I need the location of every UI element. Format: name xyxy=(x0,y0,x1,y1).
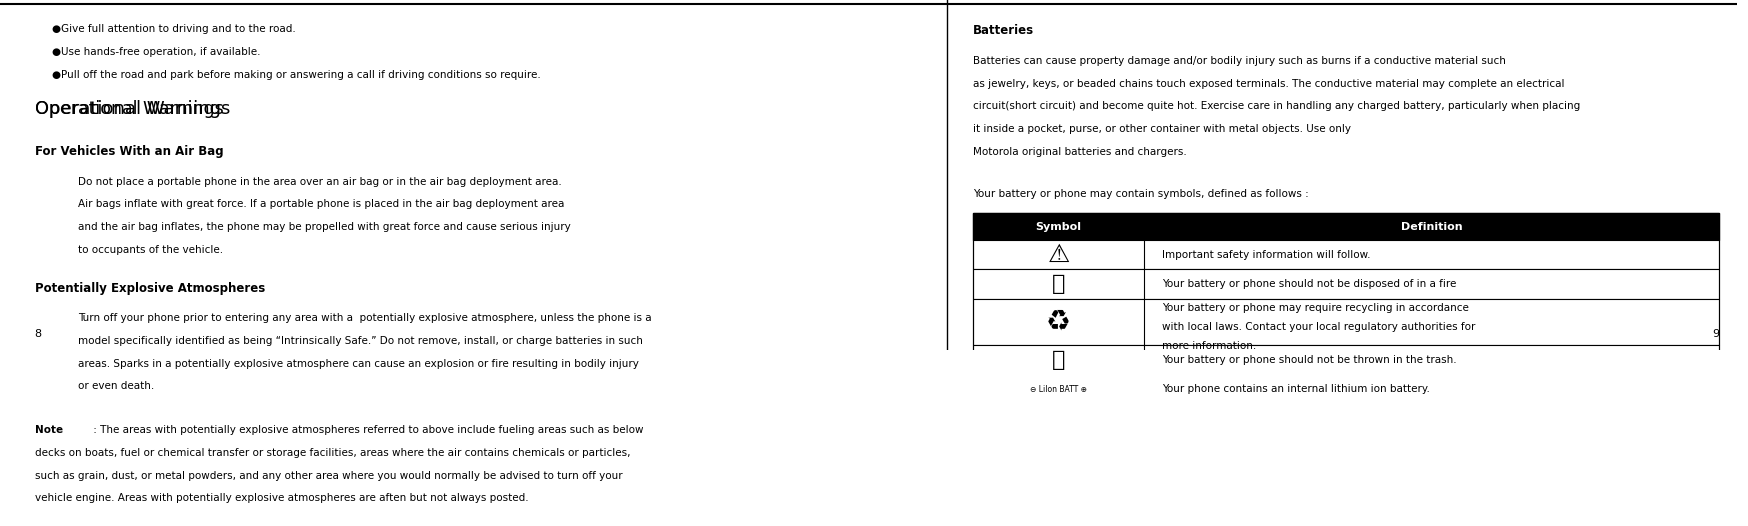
Bar xyxy=(972,214,1720,404)
Text: : The areas with potentially explosive atmospheres referred to above include fue: : The areas with potentially explosive a… xyxy=(91,425,643,435)
Text: to occupants of the vehicle.: to occupants of the vehicle. xyxy=(79,245,224,255)
Text: more information.: more information. xyxy=(1162,341,1257,351)
Bar xyxy=(972,240,1720,269)
Bar xyxy=(972,299,1720,345)
Text: Your phone contains an internal lithium ion battery.: Your phone contains an internal lithium … xyxy=(1162,385,1430,394)
Text: ♻: ♻ xyxy=(1045,308,1072,336)
Text: Symbol: Symbol xyxy=(1035,221,1082,231)
Text: with local laws. Contact your local regulatory authorities for: with local laws. Contact your local regu… xyxy=(1162,322,1475,332)
Text: ⊖ LiIon BATT ⊕: ⊖ LiIon BATT ⊕ xyxy=(1030,385,1087,394)
FancyBboxPatch shape xyxy=(972,379,1145,400)
Text: Your battery or phone should not be thrown in the trash.: Your battery or phone should not be thro… xyxy=(1162,355,1456,365)
Text: Note: Note xyxy=(35,425,63,435)
Bar xyxy=(972,345,1720,375)
Text: Your battery or phone may require recycling in accordance: Your battery or phone may require recycl… xyxy=(1162,302,1468,312)
Text: ●Give full attention to driving and to the road.: ●Give full attention to driving and to t… xyxy=(52,25,295,35)
Text: Operational Warnings: Operational Warnings xyxy=(35,100,224,118)
Bar xyxy=(972,269,1720,299)
Text: or even death.: or even death. xyxy=(79,381,154,391)
Text: circuit(short circuit) and become quite hot. Exercise care in handling any charg: circuit(short circuit) and become quite … xyxy=(972,102,1580,112)
Text: as jewelry, keys, or beaded chains touch exposed terminals. The conductive mater: as jewelry, keys, or beaded chains touch… xyxy=(972,79,1564,89)
Text: 🚫: 🚫 xyxy=(1052,275,1065,295)
Text: ●Use hands-free operation, if available.: ●Use hands-free operation, if available. xyxy=(52,47,260,57)
Text: Your battery or phone should not be disposed of in a fire: Your battery or phone should not be disp… xyxy=(1162,279,1456,289)
Text: areas. Sparks in a potentially explosive atmosphere can cause an explosion or fi: areas. Sparks in a potentially explosive… xyxy=(79,359,640,369)
Text: Turn off your phone prior to entering any area with a  potentially explosive atm: Turn off your phone prior to entering an… xyxy=(79,313,652,323)
Text: 🗑: 🗑 xyxy=(1052,350,1065,370)
Text: Motorola original batteries and chargers.: Motorola original batteries and chargers… xyxy=(972,147,1187,157)
Text: Do not place a portable phone in the area over an air bag or in the air bag depl: Do not place a portable phone in the are… xyxy=(79,177,561,187)
Text: 9: 9 xyxy=(1713,329,1720,339)
Text: vehicle engine. Areas with potentially explosive atmospheres are aften but not a: vehicle engine. Areas with potentially e… xyxy=(35,493,528,503)
Text: it inside a pocket, purse, or other container with metal objects. Use only: it inside a pocket, purse, or other cont… xyxy=(972,124,1351,134)
Text: Operational Warnings: Operational Warnings xyxy=(35,100,231,118)
Bar xyxy=(972,214,1720,240)
Text: Potentially Explosive Atmospheres: Potentially Explosive Atmospheres xyxy=(35,282,266,295)
Text: Batteries: Batteries xyxy=(972,25,1033,37)
Text: Definition: Definition xyxy=(1402,221,1463,231)
Text: For Vehicles With an Air Bag: For Vehicles With an Air Bag xyxy=(35,145,224,158)
Text: Your battery or phone may contain symbols, defined as follows :: Your battery or phone may contain symbol… xyxy=(972,189,1308,199)
Text: ⚠: ⚠ xyxy=(1047,242,1070,267)
Text: such as grain, dust, or metal powders, and any other area where you would normal: such as grain, dust, or metal powders, a… xyxy=(35,471,622,481)
Bar xyxy=(972,375,1720,404)
Text: model specifically identified as being “Intrinsically Safe.” Do not remove, inst: model specifically identified as being “… xyxy=(79,336,643,346)
Text: 8: 8 xyxy=(35,329,42,339)
Text: and the air bag inflates, the phone may be propelled with great force and cause : and the air bag inflates, the phone may … xyxy=(79,222,572,232)
Text: Important safety information will follow.: Important safety information will follow… xyxy=(1162,249,1370,260)
Text: ●Pull off the road and park before making or answering a call if driving conditi: ●Pull off the road and park before makin… xyxy=(52,70,540,80)
Text: Air bags inflate with great force. If a portable phone is placed in the air bag : Air bags inflate with great force. If a … xyxy=(79,199,565,209)
Text: Batteries can cause property damage and/or bodily injury such as burns if a cond: Batteries can cause property damage and/… xyxy=(972,56,1505,66)
Text: decks on boats, fuel or chemical transfer or storage facilities, areas where the: decks on boats, fuel or chemical transfe… xyxy=(35,448,631,458)
